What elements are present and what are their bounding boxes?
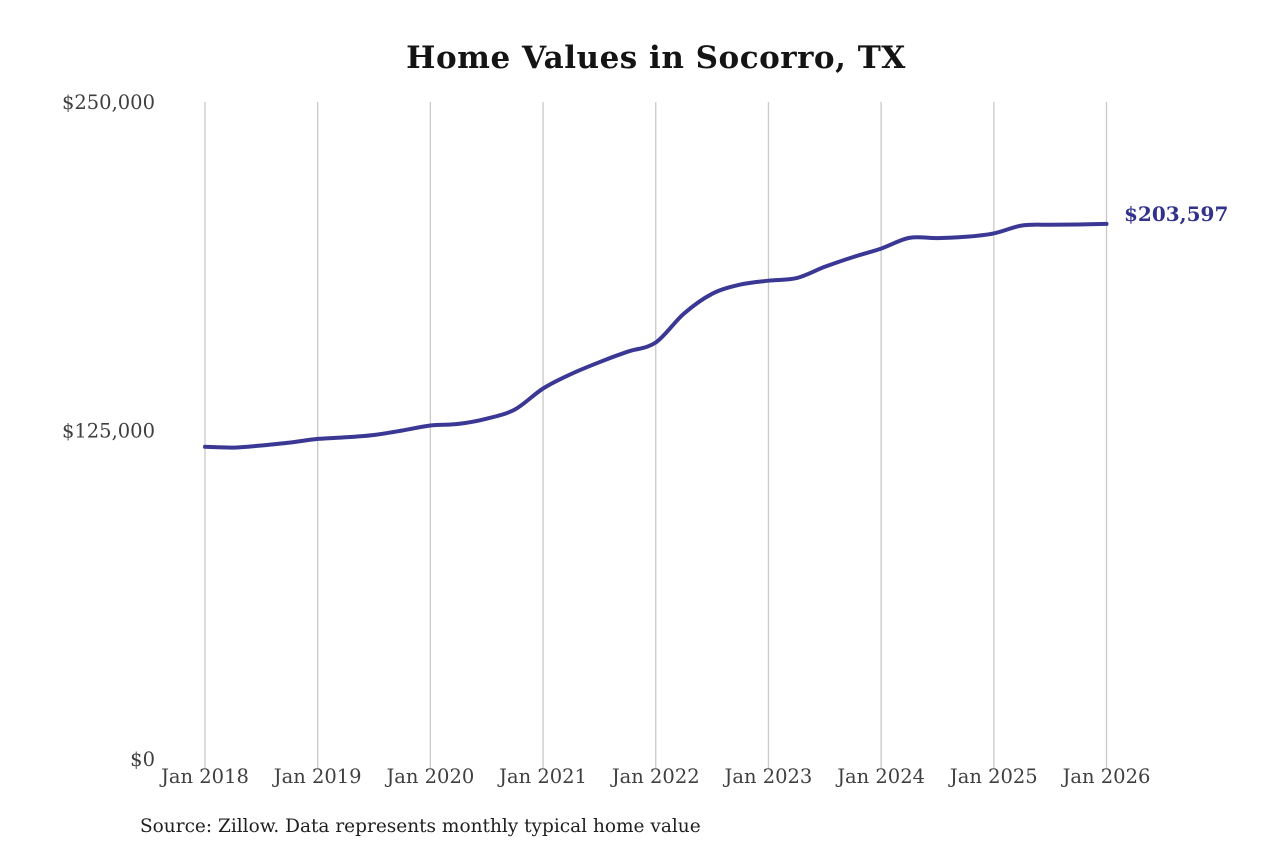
- y-tick-label: $125,000: [62, 420, 155, 443]
- x-tick-label: Jan 2018: [159, 765, 249, 788]
- latest-value-annotation: $203,597: [1124, 202, 1229, 226]
- home-value-line: [203, 221, 1109, 450]
- x-tick-label: Jan 2022: [610, 765, 700, 788]
- x-tick-label: Jan 2021: [497, 765, 587, 788]
- source-attribution: Source: Zillow. Data represents monthly …: [140, 816, 701, 837]
- x-tick-label: Jan 2019: [272, 765, 362, 788]
- x-tick-label: Jan 2020: [384, 765, 474, 788]
- x-tick-label: Jan 2024: [835, 765, 925, 788]
- y-tick-label: $250,000: [62, 91, 155, 114]
- x-tick-label: Jan 2026: [1061, 765, 1151, 788]
- y-tick-label: $0: [130, 748, 155, 771]
- chart-title: Home Values in Socorro, TX: [406, 40, 906, 76]
- x-tick-label: Jan 2025: [948, 765, 1038, 788]
- x-tick-label: Jan 2023: [723, 765, 813, 788]
